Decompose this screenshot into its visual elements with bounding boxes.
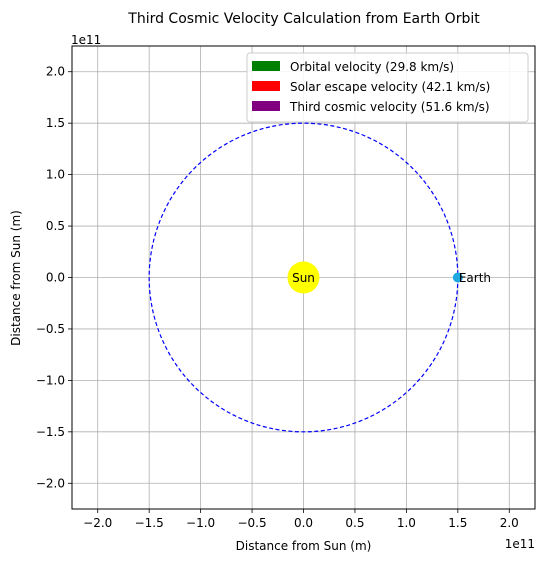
x-tick-label: −1.0: [186, 516, 215, 530]
ticks: −2.0 −1.5 −1.0 −0.5 0.0 0.5 1.0 1.5 2.0 −2.0 −1.5 −…: [36, 65, 519, 530]
sun-label: Sun: [292, 271, 315, 285]
legend-label: Orbital velocity (29.8 km/s): [290, 60, 454, 74]
y-offset-label: 1e11: [71, 33, 101, 47]
chart-title: Third Cosmic Velocity Calculation from E…: [127, 11, 480, 27]
x-offset-label: 1e11: [505, 537, 535, 551]
earth-marker: [452, 272, 463, 283]
y-tick-label: −2.0: [36, 476, 65, 490]
bodies: Sun Earth: [287, 261, 491, 294]
y-tick-label: −1.0: [36, 373, 65, 387]
earth-label: Earth: [459, 271, 491, 285]
x-tick-label: −2.0: [83, 516, 112, 530]
y-tick-label: 0.0: [46, 271, 65, 285]
y-tick-label: −1.5: [36, 425, 65, 439]
y-tick-label: 2.0: [46, 65, 65, 79]
y-axis-label: Distance from Sun (m): [9, 210, 23, 346]
x-tick-label: 0.0: [294, 516, 313, 530]
x-tick-label: 1.5: [448, 516, 467, 530]
y-tick-label: 0.5: [46, 219, 65, 233]
legend-box: [246, 52, 529, 123]
legend-label: Third cosmic velocity (51.6 km/s): [289, 100, 490, 114]
legend-swatch: [252, 61, 280, 71]
x-axis-label: Distance from Sun (m): [236, 539, 372, 553]
y-tick-label: −0.5: [36, 322, 65, 336]
y-tick-label: 1.5: [46, 116, 65, 130]
x-tick-label: 0.5: [345, 516, 364, 530]
legend-label: Solar escape velocity (42.1 km/s): [290, 80, 490, 94]
legend-swatch: [252, 81, 280, 91]
legend-swatch: [252, 101, 280, 111]
x-tick-label: 2.0: [500, 516, 519, 530]
legend: Orbital velocity (29.8 km/s) Solar escape…: [246, 52, 529, 123]
x-tick-label: −1.5: [135, 516, 164, 530]
y-tick-label: 1.0: [46, 168, 65, 182]
x-tick-label: −0.5: [237, 516, 266, 530]
sun-marker: [287, 261, 320, 294]
x-tick-label: 1.0: [397, 516, 416, 530]
